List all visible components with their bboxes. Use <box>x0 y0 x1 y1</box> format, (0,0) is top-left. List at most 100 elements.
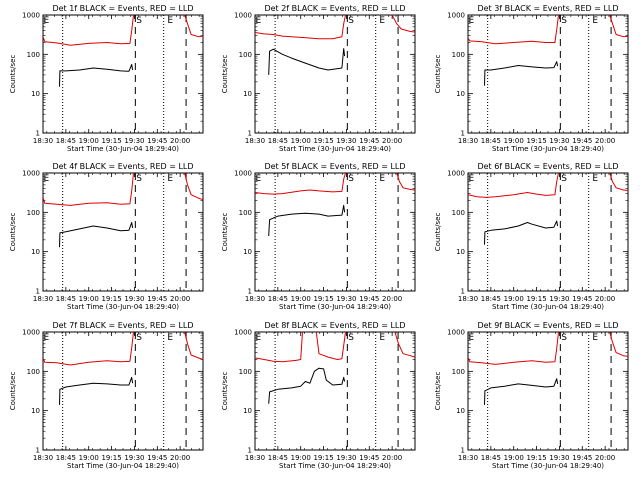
x-tick-label: 20:00 <box>170 454 190 462</box>
x-tick-label: 19:45 <box>359 137 379 145</box>
x-axis-title: Start Time (30-Jun-04 18:29:40) <box>492 303 604 311</box>
y-tick-label: 1000 <box>447 329 465 337</box>
lld-series-line <box>609 15 628 38</box>
y-tick-label: 1 <box>36 288 40 296</box>
x-tick-label: 20:00 <box>382 295 402 303</box>
events-series-line <box>484 61 559 86</box>
x-axis-title: Start Time (30-Jun-04 18:29:40) <box>279 462 391 470</box>
lld-series-line <box>609 332 628 357</box>
flag-label: E <box>468 174 474 184</box>
plot-frame <box>467 331 629 451</box>
events-series-line <box>484 220 559 245</box>
lld-series-line <box>43 15 134 46</box>
y-tick-label: 1 <box>36 447 40 455</box>
flag-label: S <box>348 174 354 184</box>
lld-series-line <box>184 173 203 201</box>
y-tick-label: 10 <box>456 90 465 98</box>
chart-panel-4: Det 4f BLACK = Events, RED = LLD 1 10 100 10… <box>9 162 204 311</box>
x-tick-label: 19:00 <box>291 454 311 462</box>
y-tick-label: 1 <box>461 447 465 455</box>
flag-label: S <box>136 174 142 184</box>
chart-panel-6: Det 6f BLACK = Events, RED = LLD 1 10 100 10… <box>434 162 629 311</box>
chart-title: Det 8f BLACK = Events, RED = LLD <box>264 321 405 330</box>
events-series-line <box>268 367 346 404</box>
y-tick-label: 10 <box>31 90 40 98</box>
x-tick-label: 19:15 <box>101 295 121 303</box>
lld-series-line <box>43 173 134 206</box>
flag-label: E <box>43 174 49 184</box>
x-tick-label: 19:00 <box>504 295 524 303</box>
x-tick-label: 18:45 <box>56 454 76 462</box>
y-tick-label: 1000 <box>22 329 40 337</box>
x-tick-label: 19:15 <box>526 295 546 303</box>
x-tick-label: 19:00 <box>504 137 524 145</box>
chart-title: Det 3f BLACK = Events, RED = LLD <box>477 4 618 13</box>
x-tick-label: 19:15 <box>101 454 121 462</box>
flag-label: S <box>136 333 142 343</box>
plot-frame <box>254 331 416 451</box>
lld-series-line <box>468 173 559 198</box>
x-tick-label: 19:45 <box>572 454 592 462</box>
y-tick-label: 1 <box>248 447 252 455</box>
y-tick-label: 100 <box>27 368 40 376</box>
x-tick-label: 18:30 <box>458 295 478 303</box>
y-tick-label: 1000 <box>234 170 252 178</box>
x-axis-title: Start Time (30-Jun-04 18:29:40) <box>492 462 604 470</box>
x-tick-label: 19:45 <box>572 295 592 303</box>
y-tick-label: 1000 <box>447 170 465 178</box>
x-tick-label: 18:30 <box>33 454 53 462</box>
flag-label: E <box>255 333 261 343</box>
x-axis-title: Start Time (30-Jun-04 18:29:40) <box>279 145 391 153</box>
chart-panel-7: Det 7f BLACK = Events, RED = LLD 1 10 100 10… <box>9 321 204 470</box>
y-tick-label: 10 <box>31 248 40 256</box>
y-tick-label: 100 <box>239 209 252 217</box>
events-series-line <box>59 376 134 405</box>
y-tick-label: 10 <box>456 248 465 256</box>
y-tick-label: 100 <box>452 368 465 376</box>
x-tick-label: 18:45 <box>481 454 501 462</box>
flag-label: E <box>43 333 49 343</box>
y-axis-title: Counts/sec <box>9 372 17 411</box>
plot-frame <box>42 331 204 451</box>
y-axis-title: Counts/sec <box>434 55 442 94</box>
plot-frame <box>467 14 629 134</box>
x-tick-label: 19:30 <box>336 295 356 303</box>
y-tick-label: 10 <box>243 407 252 415</box>
flag-label: E <box>379 333 385 343</box>
flag-label: E <box>167 16 173 26</box>
flag-label: E <box>255 16 261 26</box>
y-tick-label: 100 <box>452 209 465 217</box>
y-tick-label: 1000 <box>22 12 40 20</box>
x-tick-label: 18:30 <box>245 137 265 145</box>
x-tick-label: 19:15 <box>313 137 333 145</box>
y-tick-label: 1 <box>248 288 252 296</box>
events-series-line <box>268 48 346 75</box>
y-tick-label: 100 <box>452 51 465 59</box>
x-axis-title: Start Time (30-Jun-04 18:29:40) <box>492 145 604 153</box>
events-series-line <box>484 378 559 405</box>
y-axis-title: Counts/sec <box>221 55 229 94</box>
x-tick-label: 19:30 <box>549 454 569 462</box>
lld-series-line <box>255 173 346 195</box>
chart-title: Det 2f BLACK = Events, RED = LLD <box>264 4 405 13</box>
flag-label: S <box>561 16 567 26</box>
x-axis-title: Start Time (30-Jun-04 18:29:40) <box>67 462 179 470</box>
flag-label: E <box>379 16 385 26</box>
lld-series-line <box>394 332 415 358</box>
chart-title: Det 5f BLACK = Events, RED = LLD <box>264 162 405 171</box>
plot-frame <box>254 14 416 134</box>
x-tick-label: 19:30 <box>336 454 356 462</box>
flag-label: S <box>561 333 567 343</box>
x-tick-label: 18:45 <box>268 454 288 462</box>
y-tick-label: 1000 <box>234 12 252 20</box>
y-tick-label: 10 <box>243 248 252 256</box>
x-tick-label: 19:30 <box>124 454 144 462</box>
y-tick-label: 1000 <box>234 329 252 337</box>
x-tick-label: 18:45 <box>56 137 76 145</box>
y-tick-label: 1 <box>36 130 40 138</box>
plot-frame <box>42 14 204 134</box>
lld-series-line <box>468 332 559 365</box>
x-axis-title: Start Time (30-Jun-04 18:29:40) <box>67 145 179 153</box>
chart-title: Det 1f BLACK = Events, RED = LLD <box>52 4 193 13</box>
y-tick-label: 10 <box>243 90 252 98</box>
